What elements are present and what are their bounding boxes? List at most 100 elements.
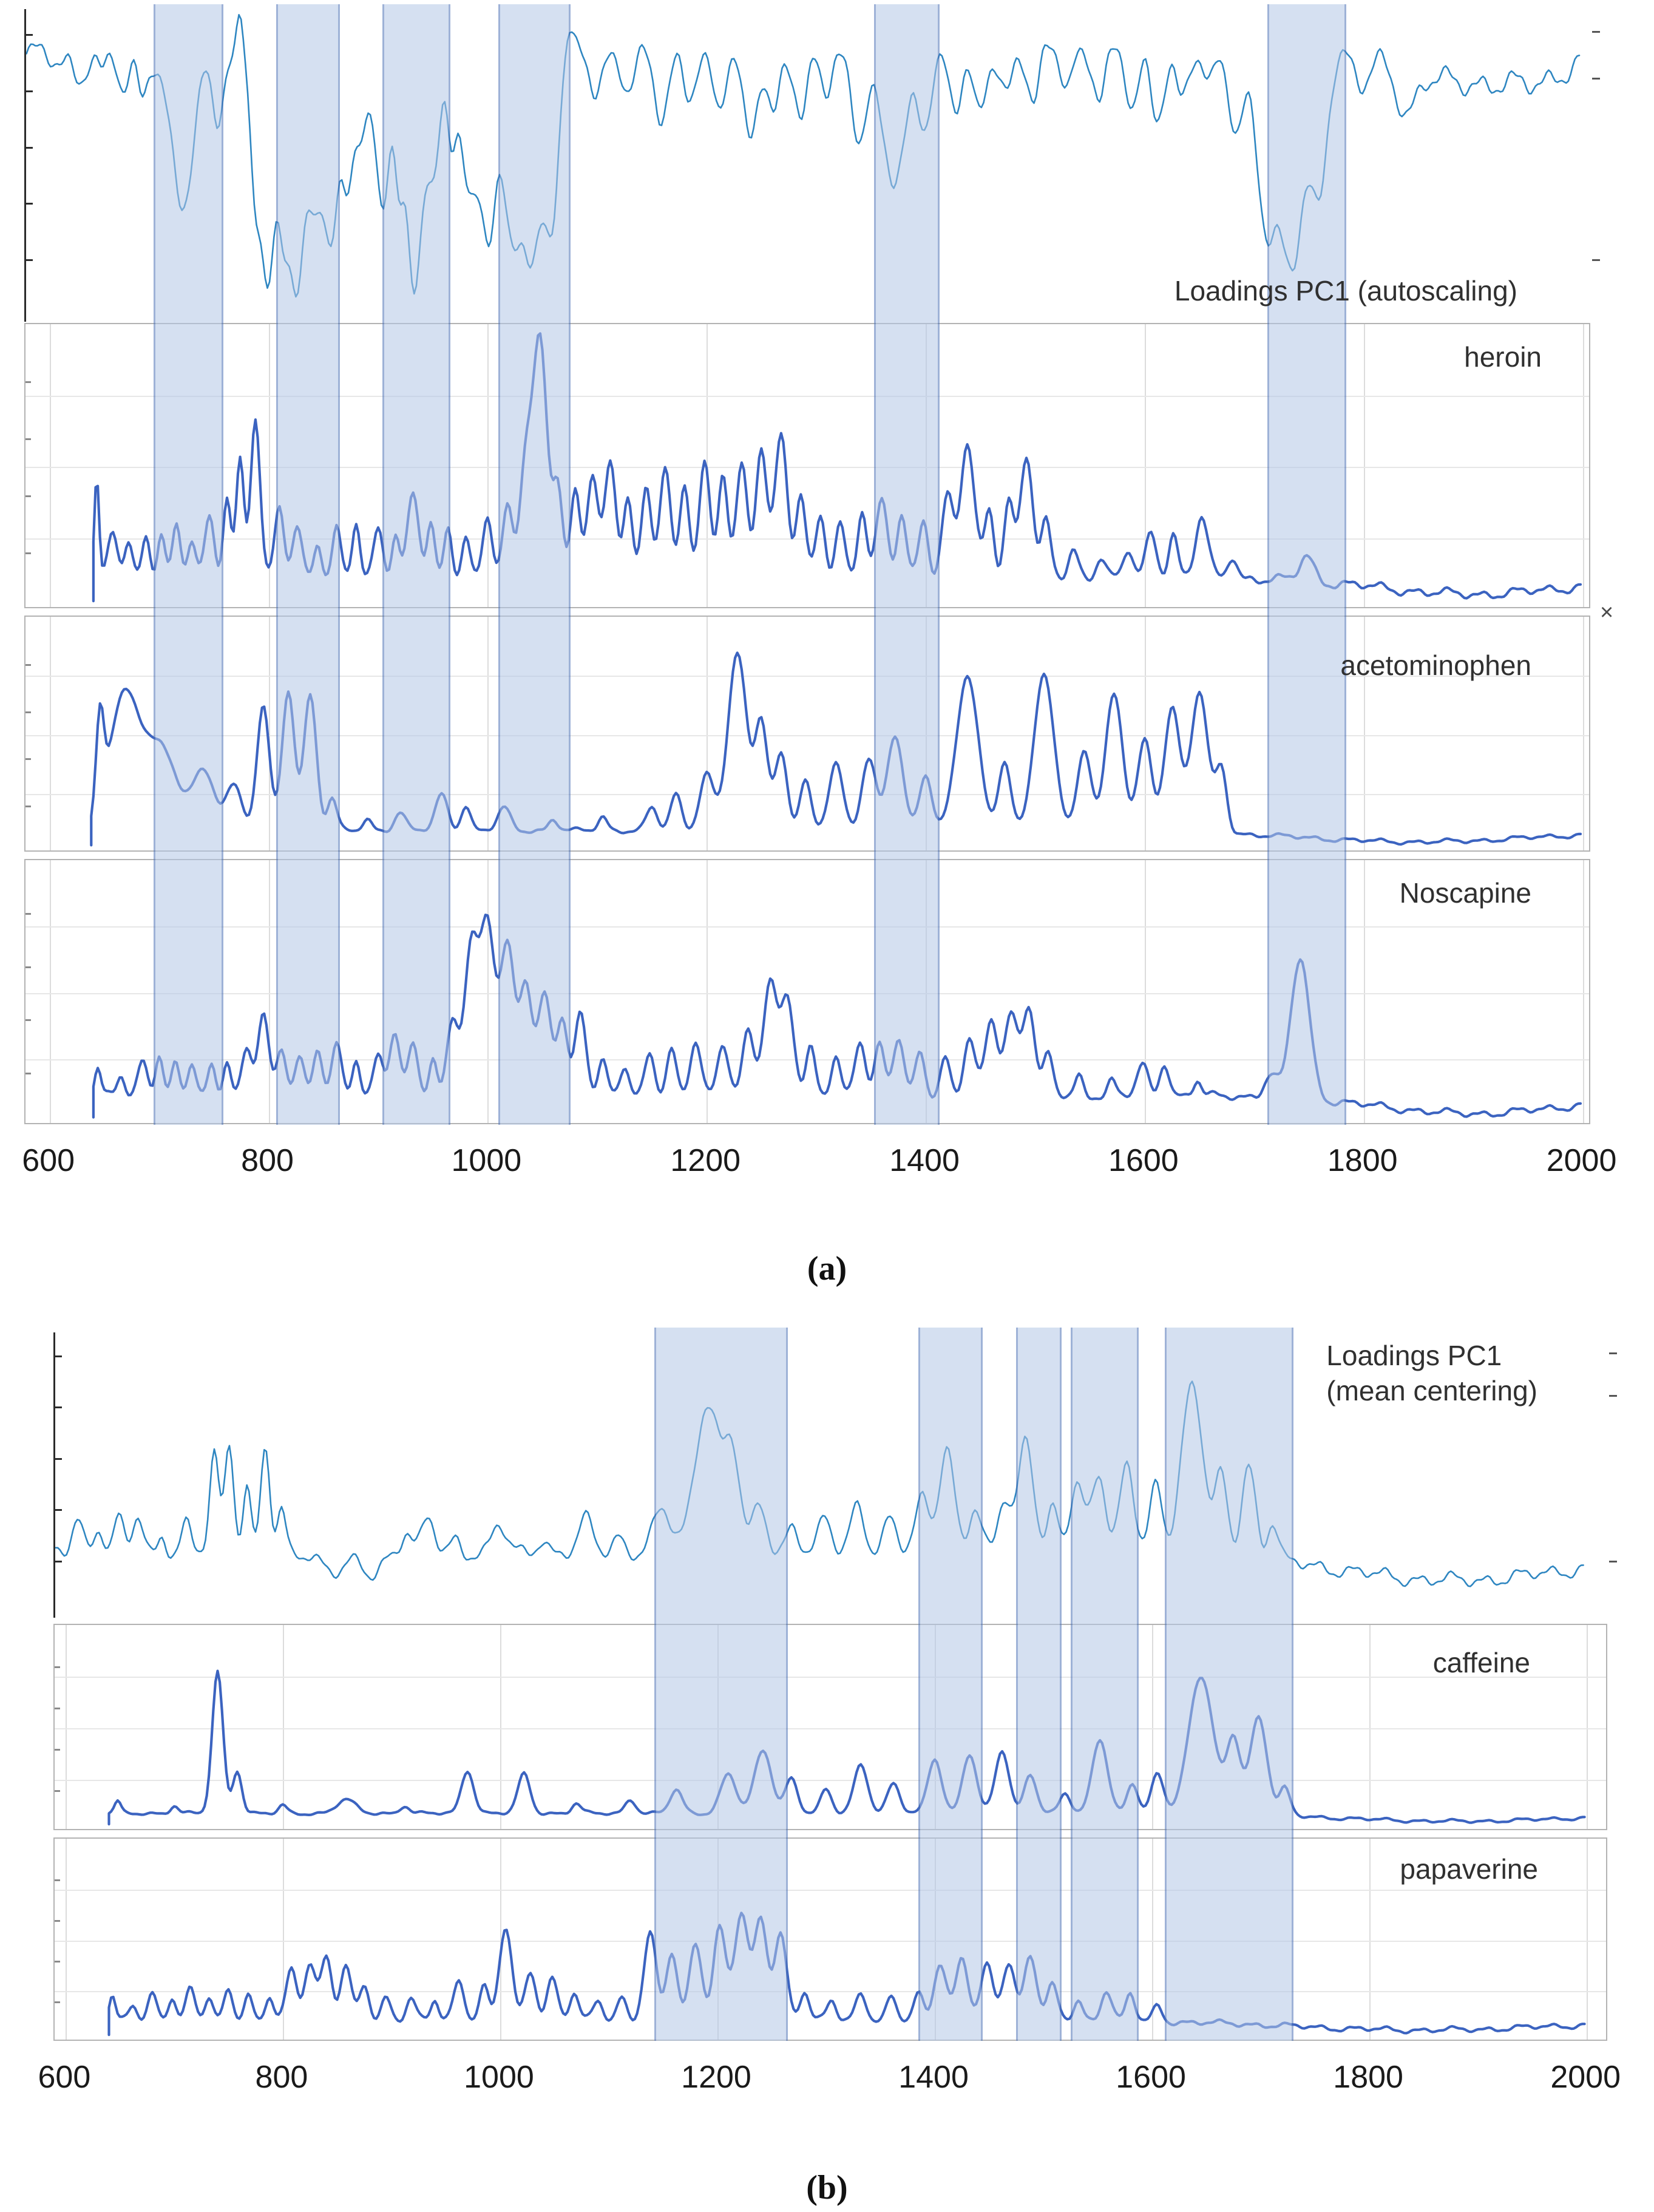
x-tick-label-1400: 1400 xyxy=(898,2060,969,2095)
gridline-x-1000 xyxy=(487,617,489,850)
y-tick xyxy=(55,1708,60,1709)
gridline-y-2 xyxy=(55,1991,1606,1993)
gridline-y-0 xyxy=(55,1677,1606,1678)
gridline-x-1800 xyxy=(1369,1625,1371,1829)
spectrum-line-heroin xyxy=(92,332,1582,603)
y-tick xyxy=(55,1790,60,1792)
y-tick xyxy=(25,381,31,383)
gridline-x-1600 xyxy=(1144,860,1146,1123)
subplot-caffeine: caffeine xyxy=(53,1624,1607,1830)
x-tick-label-1800: 1800 xyxy=(1327,1143,1398,1178)
x-tick-label-1600: 1600 xyxy=(1108,1143,1179,1178)
gridline-y-1 xyxy=(55,1940,1606,1942)
gridline-x-1000 xyxy=(487,324,489,607)
y-tick xyxy=(55,1879,60,1881)
subplot-loadings_pc1_autoscaling: Loadings PC1 (autoscaling) xyxy=(24,9,1600,322)
y-tick xyxy=(24,146,33,149)
y-tick xyxy=(53,1509,62,1511)
y-tick xyxy=(25,663,31,666)
panel-b-plot-stack: Loadings PC1 (mean centering) caffeine papa… xyxy=(53,1328,1617,2041)
y-tick xyxy=(24,203,33,205)
y-tick xyxy=(25,552,31,554)
y-tick xyxy=(25,758,31,761)
right-tick xyxy=(1609,1561,1617,1562)
spectrum-line-loadings_pc1_meancentering xyxy=(55,1380,1584,1587)
spectrum-line-caffeine xyxy=(107,1669,1586,1826)
y-tick xyxy=(25,806,31,808)
gridline-x-800 xyxy=(282,1839,284,2040)
panel-a-plot-stack: Loadings PC1 (autoscaling) heroin acetomin… xyxy=(24,4,1600,1125)
y-tick xyxy=(55,2001,60,2003)
gridline-x-600 xyxy=(49,617,51,850)
x-tick-label-1800: 1800 xyxy=(1333,2060,1403,2095)
x-tick-label-600: 600 xyxy=(38,2060,91,2095)
gridline-x-1200 xyxy=(707,324,708,607)
gridline-x-1000 xyxy=(487,860,489,1123)
y-tick xyxy=(25,438,31,440)
x-tick-label-1400: 1400 xyxy=(889,1143,960,1178)
trace-label-acetominophen: acetominophen xyxy=(1340,648,1531,684)
gridline-y-1 xyxy=(25,467,1589,468)
x-tick-label-600: 600 xyxy=(22,1143,75,1178)
gridline-x-1600 xyxy=(1144,324,1146,607)
right-tick xyxy=(1609,1352,1617,1354)
gridline-x-1000 xyxy=(500,1839,501,2040)
y-tick xyxy=(25,1019,31,1022)
gridline-y-0 xyxy=(25,926,1589,928)
cursor-artifact-x: × xyxy=(1600,600,1614,625)
trace-label-line1: papaverine xyxy=(1400,1853,1538,1885)
trace-canvas-loadings_pc1_meancentering xyxy=(55,1380,1584,1587)
gridline-x-1600 xyxy=(1152,1625,1154,1829)
spectrum-line-loadings_pc1_autoscaling xyxy=(25,14,1581,298)
gridline-y-1 xyxy=(25,992,1589,994)
gridline-x-600 xyxy=(65,1625,67,1829)
y-tick xyxy=(25,495,31,497)
y-tick xyxy=(53,1355,62,1357)
gridline-x-800 xyxy=(268,324,270,607)
trace-label-noscapine: Noscapine xyxy=(1400,876,1531,911)
x-tick-label-1000: 1000 xyxy=(464,2060,534,2095)
gridline-x-1800 xyxy=(1363,324,1365,607)
panel-b-x-axis: 600 800 1000 1200 1400 1600 1800 2000 xyxy=(38,2059,1621,2102)
subplot-acetominophen: acetominophen xyxy=(24,616,1590,852)
x-tick-label-2000: 2000 xyxy=(1550,2060,1621,2095)
spectrum-line-noscapine xyxy=(92,914,1582,1119)
gridline-y-1 xyxy=(25,735,1589,736)
y-axis-line xyxy=(24,9,26,322)
trace-label-caffeine: caffeine xyxy=(1433,1646,1530,1681)
subplot-noscapine: Noscapine xyxy=(24,859,1590,1124)
trace-canvas-noscapine xyxy=(92,914,1582,1119)
right-tick xyxy=(1592,78,1600,80)
x-tick-label-1200: 1200 xyxy=(670,1143,741,1178)
trace-label-line1: acetominophen xyxy=(1340,650,1531,681)
y-tick xyxy=(25,711,31,713)
gridline-y-2 xyxy=(55,1780,1606,1781)
trace-label-loadings_pc1_autoscaling: Loadings PC1 (autoscaling) xyxy=(1174,274,1517,309)
gridline-x-600 xyxy=(49,860,51,1123)
panel-a-caption: (a) xyxy=(807,1250,847,1288)
trace-label-line1: heroin xyxy=(1464,341,1542,373)
x-tick-label-2000: 2000 xyxy=(1546,1143,1617,1178)
gridline-x-1600 xyxy=(1152,1839,1154,2040)
y-axis-line xyxy=(53,1332,55,1618)
spectrum-line-papaverine xyxy=(107,1912,1586,2037)
trace-canvas-heroin xyxy=(92,332,1582,603)
subplot-loadings_pc1_meancentering: Loadings PC1 (mean centering) xyxy=(53,1332,1617,1618)
subplot-heroin: heroin xyxy=(24,323,1590,608)
y-tick xyxy=(25,1072,31,1074)
y-tick xyxy=(55,1666,60,1668)
x-tick-label-1000: 1000 xyxy=(451,1143,522,1178)
gridline-x-2000 xyxy=(1582,324,1584,607)
right-tick xyxy=(1592,259,1600,261)
gridline-x-1200 xyxy=(707,617,708,850)
y-tick xyxy=(55,1961,60,1963)
trace-canvas-caffeine xyxy=(107,1669,1586,1826)
gridline-x-2000 xyxy=(1587,1625,1588,1829)
gridline-y-0 xyxy=(55,1889,1606,1891)
y-tick xyxy=(25,913,31,915)
trace-label-heroin: heroin xyxy=(1464,340,1542,375)
gridline-x-2000 xyxy=(1587,1839,1588,2040)
y-tick xyxy=(24,34,33,36)
trace-label-line1: caffeine xyxy=(1432,1647,1530,1678)
